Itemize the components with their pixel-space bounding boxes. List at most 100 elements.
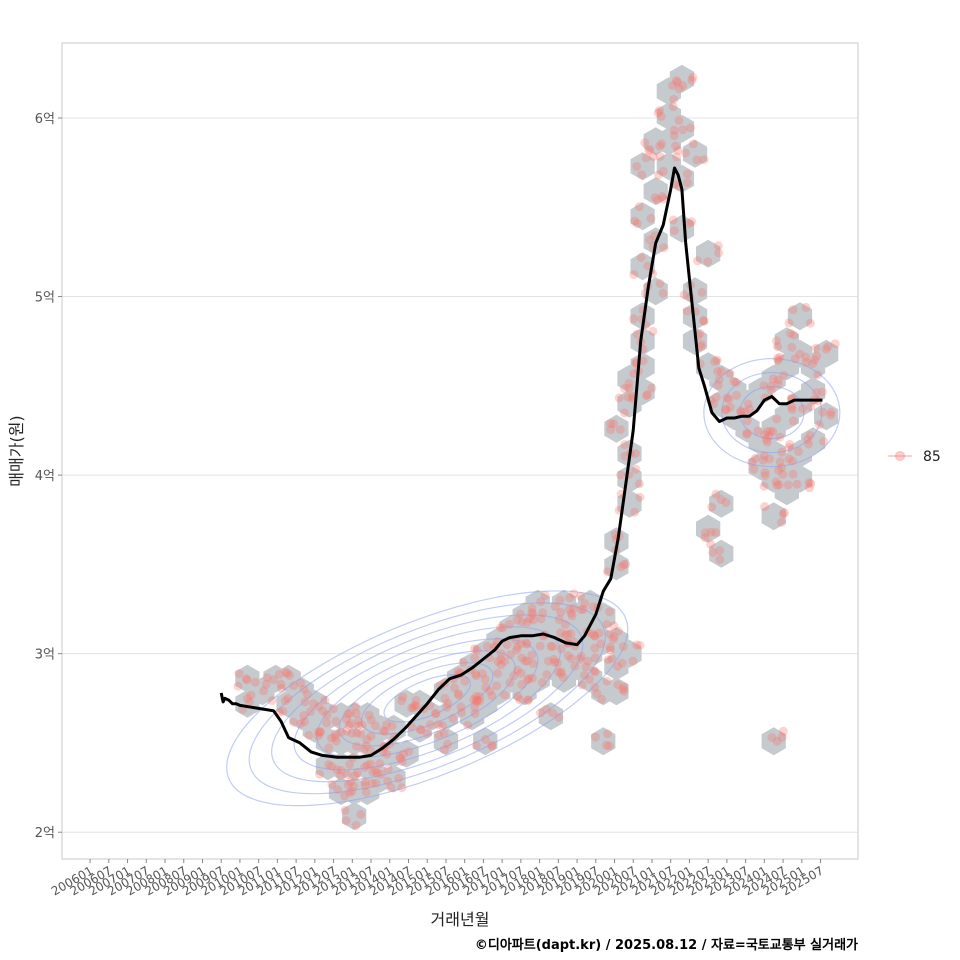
hex-bin — [669, 64, 695, 93]
data-point — [620, 408, 629, 418]
data-point — [823, 342, 833, 352]
data-point — [438, 721, 448, 731]
data-point — [300, 697, 310, 707]
data-point — [342, 714, 351, 724]
data-point — [411, 701, 421, 711]
data-point — [324, 760, 334, 770]
data-point — [577, 680, 587, 690]
data-point — [788, 469, 798, 479]
data-point — [372, 768, 382, 778]
data-point — [485, 686, 495, 696]
data-point — [345, 708, 355, 718]
data-point — [605, 645, 615, 655]
data-point — [708, 548, 718, 557]
source-caption: ©디아파트(dapt.kr) / 2025.08.12 / 자료=국토교통부 실… — [474, 938, 858, 953]
data-point — [487, 741, 497, 751]
data-point — [527, 608, 537, 618]
data-point — [516, 668, 526, 678]
data-point — [556, 667, 566, 677]
data-point — [590, 631, 600, 641]
grid-lines — [62, 117, 858, 833]
data-point — [819, 437, 829, 446]
data-point — [715, 555, 725, 564]
data-point — [774, 465, 783, 475]
data-point — [397, 696, 407, 706]
y-tick-label: 2억 — [35, 826, 55, 841]
data-point — [515, 695, 525, 705]
data-point — [788, 305, 798, 315]
data-point — [787, 342, 797, 352]
data-point — [554, 615, 564, 624]
data-point — [706, 527, 716, 537]
density-contour — [248, 602, 606, 795]
data-point — [674, 115, 684, 125]
data-point — [395, 752, 405, 762]
data-point — [742, 429, 752, 439]
trend-line — [219, 166, 823, 759]
data-point — [322, 718, 332, 728]
data-point — [830, 339, 840, 349]
data-point — [773, 355, 783, 365]
data-point — [692, 155, 702, 165]
hex-bin — [604, 677, 629, 706]
hex-bin — [630, 302, 655, 331]
data-point — [536, 597, 546, 607]
data-point — [517, 617, 527, 627]
data-point — [682, 306, 692, 316]
data-point — [621, 559, 631, 569]
data-point — [606, 419, 616, 429]
data-point — [627, 392, 637, 401]
data-point — [353, 721, 363, 731]
data-point — [711, 392, 721, 402]
data-point — [512, 615, 522, 625]
data-point — [283, 693, 293, 703]
data-point — [443, 739, 453, 749]
density-contour — [338, 650, 516, 747]
data-point — [470, 644, 480, 654]
data-point — [524, 695, 533, 705]
data-point — [657, 139, 667, 149]
data-point — [768, 374, 778, 384]
data-point — [784, 443, 794, 453]
data-point — [515, 609, 525, 619]
data-point — [550, 657, 560, 667]
data-point — [278, 706, 288, 716]
data-point — [560, 630, 570, 640]
data-point — [472, 645, 482, 655]
data-point — [443, 698, 453, 708]
data-point — [712, 355, 722, 365]
data-point — [696, 339, 706, 349]
data-point — [276, 683, 286, 693]
data-point — [585, 674, 594, 684]
hex-bin — [696, 239, 721, 268]
data-point — [766, 381, 776, 391]
hex-bin — [591, 727, 616, 756]
data-point — [327, 761, 336, 771]
data-point — [244, 697, 254, 707]
data-point — [555, 595, 565, 605]
data-point — [644, 146, 654, 155]
hex-bin — [512, 677, 537, 706]
y-tick-label: 4억 — [35, 469, 55, 484]
data-point — [609, 632, 619, 642]
data-point — [713, 380, 723, 390]
data-point — [242, 675, 252, 685]
data-point — [659, 243, 669, 253]
data-point — [762, 437, 772, 447]
data-point — [250, 677, 260, 687]
data-point — [620, 384, 629, 393]
data-point — [472, 697, 481, 707]
data-point — [768, 427, 778, 436]
data-point — [620, 451, 630, 461]
data-point — [703, 257, 713, 267]
plot-background — [62, 43, 858, 859]
data-point — [648, 152, 658, 161]
data-point — [658, 194, 668, 204]
density-contour — [293, 626, 561, 771]
data-point — [773, 379, 783, 389]
data-point — [343, 780, 353, 790]
data-point — [481, 683, 491, 692]
data-point — [475, 696, 485, 706]
data-point — [636, 253, 646, 262]
data-point — [524, 674, 534, 684]
